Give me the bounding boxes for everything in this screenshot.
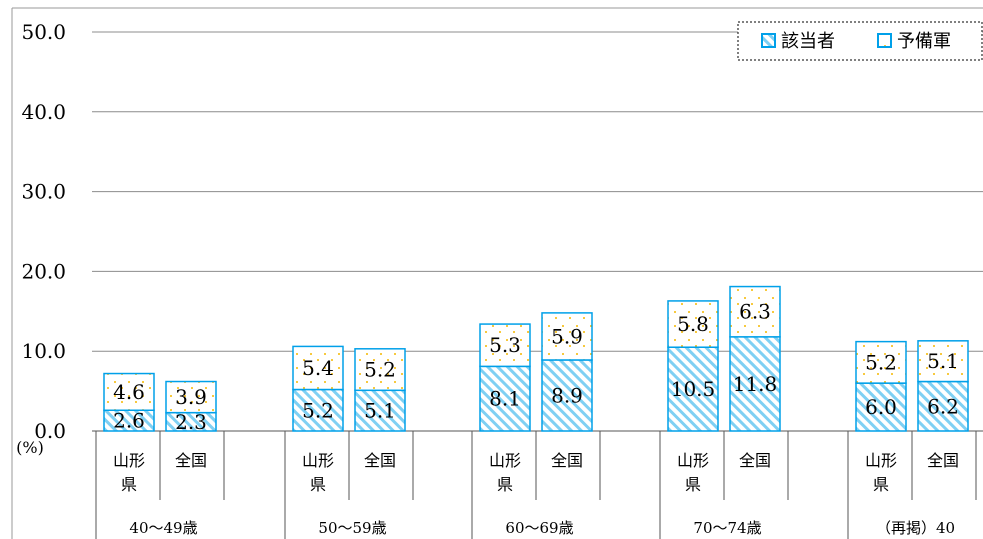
- data-label-gaitousha: 8.9: [551, 383, 583, 407]
- category-label: 全国: [927, 451, 959, 470]
- category-label: 県: [685, 475, 701, 494]
- category-label: 全国: [551, 451, 583, 470]
- data-label-gaitousha: 5.2: [302, 398, 334, 422]
- y-axis-unit: (%): [16, 438, 44, 457]
- legend-swatch-gaitousha: [761, 33, 776, 48]
- bar-yobigun: [855, 340, 907, 384]
- data-label-gaitousha: 11.8: [733, 372, 778, 396]
- data-label-yobigun: 4.6: [113, 380, 145, 404]
- bar-yobigun: [917, 340, 969, 383]
- data-label-gaitousha: 8.1: [489, 387, 521, 411]
- bars: [103, 285, 969, 432]
- category-label: 全国: [739, 451, 771, 470]
- data-label-yobigun: 5.3: [489, 333, 521, 357]
- data-label-gaitousha: 5.1: [364, 399, 396, 423]
- chart-frame: [11, 7, 983, 539]
- legend-frame: [737, 21, 983, 61]
- bar-yobigun: [541, 312, 593, 361]
- data-label-gaitousha: 10.5: [671, 377, 716, 401]
- y-tick-label: 30.0: [21, 180, 66, 204]
- group-label: 60～69歳: [505, 519, 573, 537]
- category-label: 山形: [865, 451, 897, 470]
- bar-yobigun: [354, 348, 406, 392]
- category-label: 県: [310, 475, 326, 494]
- bar-gaitousha: [354, 389, 406, 432]
- group-label: 50～59歳: [318, 519, 386, 537]
- data-label-yobigun: 5.8: [677, 312, 709, 336]
- y-tick-label: 40.0: [21, 100, 66, 124]
- legend-label-yobigun: 予備軍: [897, 31, 951, 52]
- y-tick-label: 50.0: [21, 20, 66, 44]
- category-label: 全国: [364, 451, 396, 470]
- bar-yobigun: [667, 300, 719, 348]
- category-label: 山形: [113, 451, 145, 470]
- bar-gaitousha: [729, 336, 781, 432]
- data-label-yobigun: 3.9: [175, 385, 207, 409]
- y-tick-label: 10.0: [21, 339, 66, 363]
- bar-yobigun: [479, 323, 531, 368]
- legend-swatch-yobigun: [877, 33, 892, 48]
- category-label: 山形: [302, 451, 334, 470]
- bar-yobigun: [103, 372, 155, 412]
- data-label-gaitousha: 2.3: [175, 410, 207, 434]
- bar-yobigun: [292, 345, 344, 391]
- gridlines: [92, 31, 983, 432]
- data-label-yobigun: 5.4: [302, 356, 334, 380]
- data-label-yobigun: 5.1: [927, 349, 959, 373]
- bar-yobigun: [165, 380, 217, 414]
- bar-gaitousha: [541, 359, 593, 432]
- data-labels: 2.6 4.6 2.33.9 5.2 5.4 5.1 5.2 8.1 5.3 8.9 5.9 10.5…: [113, 300, 959, 434]
- data-label-gaitousha: 6.2: [927, 394, 959, 418]
- group-label: 40～49歳: [129, 519, 197, 537]
- category-label: 県: [497, 475, 513, 494]
- category-label: 県: [121, 475, 137, 494]
- data-label-yobigun: 5.2: [364, 358, 396, 382]
- x-axis-table: 山形県 全国 40～49歳 山形県 全国 50～59歳 山形県 全国 60～69歳 山形県 全国 70…: [95, 431, 977, 539]
- category-label: 山形: [489, 451, 521, 470]
- legend-label-gaitousha: 該当者: [781, 31, 835, 52]
- data-label-gaitousha: 2.6: [113, 409, 145, 433]
- data-label-gaitousha: 6.0: [865, 395, 897, 419]
- y-tick-label: 20.0: [21, 259, 66, 283]
- category-label: 山形: [677, 451, 709, 470]
- bar-yobigun: [729, 285, 781, 338]
- y-axis-tick-labels: 0.0 10.0 20.0 30.0 40.0 50.0: [21, 20, 66, 443]
- group-label: 70～74歳: [693, 519, 761, 537]
- data-label-yobigun: 5.9: [551, 324, 583, 348]
- y-tick-label: 0.0: [34, 419, 66, 443]
- group-label: （再掲）40: [876, 519, 955, 537]
- category-label: 全国: [175, 451, 207, 470]
- data-label-yobigun: 5.2: [865, 350, 897, 374]
- bar-gaitousha: [855, 382, 907, 432]
- category-label: 県: [873, 475, 889, 494]
- data-label-yobigun: 6.3: [739, 300, 771, 324]
- bar-gaitousha: [917, 380, 969, 432]
- legend: 該当者 予備軍: [737, 21, 983, 61]
